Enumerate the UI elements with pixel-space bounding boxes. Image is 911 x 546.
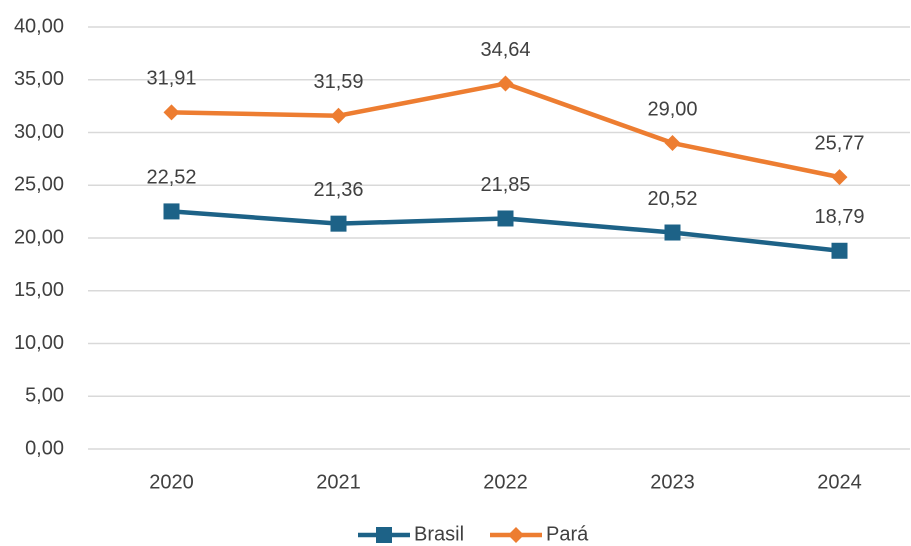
y-tick-label: 25,00 [14,174,64,196]
x-tick-label: 2020 [149,471,194,493]
data-point [831,169,848,186]
data-label: 18,79 [814,206,864,228]
data-point [330,215,347,232]
data-point [497,75,514,92]
y-tick-label: 30,00 [14,121,64,143]
x-tick-label: 2024 [817,471,862,493]
data-point [163,104,180,121]
data-label: 20,52 [647,188,697,210]
data-label: 22,52 [146,167,196,189]
series-line [171,81,840,180]
y-tick-label: 35,00 [14,68,64,90]
data-point [664,135,681,152]
data-point [163,203,180,220]
data-label: 21,36 [313,179,363,201]
legend-label: Pará [546,523,589,545]
data-label: 31,59 [313,71,363,93]
x-tick-label: 2021 [316,471,361,493]
y-tick-label: 0,00 [25,437,64,459]
data-label: 29,00 [647,98,697,120]
y-tick-label: 5,00 [25,385,64,407]
y-tick-label: 20,00 [14,226,64,248]
data-point [664,224,681,241]
data-label: 21,85 [480,174,530,196]
data-point [497,210,514,227]
x-tick-label: 2023 [650,471,695,493]
data-point [330,107,347,124]
data-point [831,242,848,259]
x-tick-label: 2022 [483,471,528,493]
data-label: 31,91 [146,68,196,90]
y-tick-label: 40,00 [14,15,64,37]
legend-label: Brasil [414,523,464,545]
data-label: 34,64 [480,39,530,61]
y-tick-label: 10,00 [14,332,64,354]
data-label: 25,77 [814,132,864,154]
y-tick-label: 15,00 [14,279,64,301]
legend-marker [376,527,392,543]
legend-marker [508,527,524,543]
